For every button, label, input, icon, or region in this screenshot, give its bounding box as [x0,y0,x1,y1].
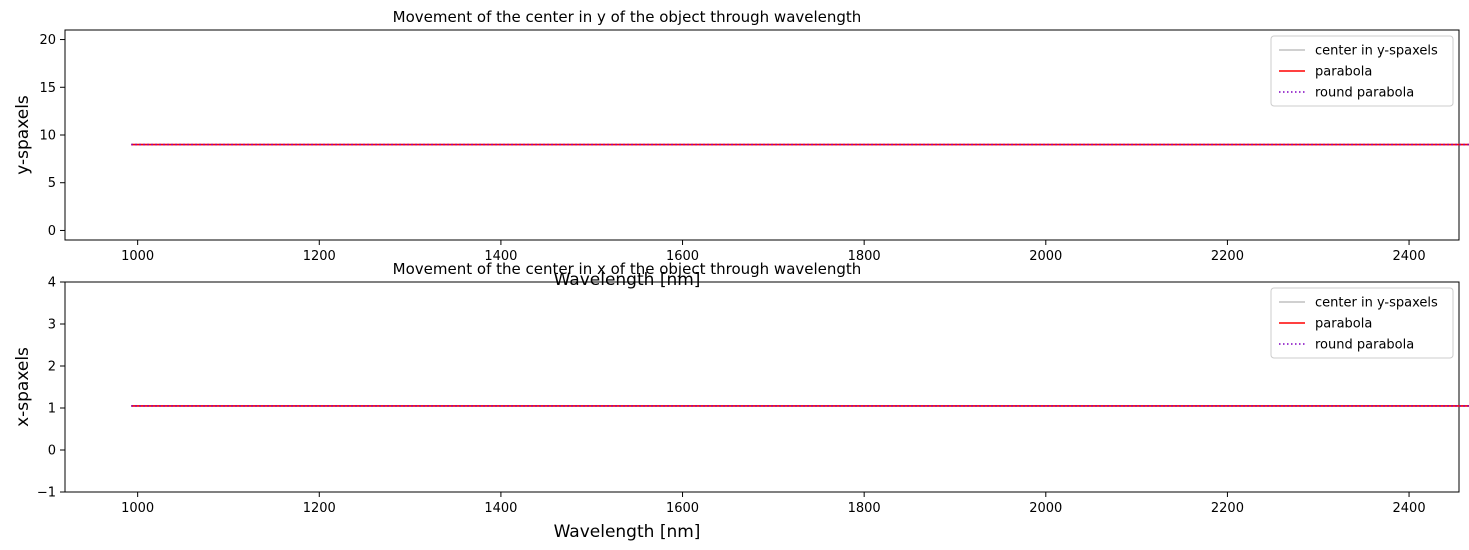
x-tick-label: 2200 [1211,249,1244,264]
x-tick-label: 1600 [666,501,699,516]
plot-frame [64,29,1460,241]
legend-label: round parabola [1315,338,1414,353]
legend-label: parabola [1315,65,1372,80]
legend-label: round parabola [1315,86,1414,101]
x-tick-label: 2400 [1393,501,1426,516]
chart-title: Movement of the center in y of the objec… [393,8,862,26]
x-tick-label: 1600 [666,249,699,264]
y-tick-label: 1 [48,402,56,417]
y-tick-label: 2 [48,360,56,375]
y-tick-label: 4 [48,276,56,291]
x-tick-label: 2200 [1211,501,1244,516]
x-tick-label: 1200 [303,501,336,516]
legend: center in y-spaxels parabola round parabol… [1270,35,1454,107]
x-tick-label: 1400 [484,501,517,516]
x-tick-label: 1000 [121,249,154,264]
y-tick-label: 5 [48,176,56,191]
x-axis-label: Wavelength [nm] [554,522,701,542]
y-tick-label: −1 [37,486,56,501]
x-tick-label: 1400 [484,249,517,264]
x-axis-label: Wavelength [nm] [554,270,701,290]
legend-box [1270,35,1454,107]
x-tick-label: 2000 [1029,249,1062,264]
x-tick-label: 1800 [848,501,881,516]
y-tick-label: 3 [48,318,56,333]
x-tick-label: 1000 [121,501,154,516]
y-tick-label: 15 [39,81,56,96]
y-tick-label: 0 [48,444,56,459]
x-tick-label: 2000 [1029,501,1062,516]
legend-label: center in y-spaxels [1315,44,1438,59]
legend-label: parabola [1315,317,1372,332]
y-tick-label: 20 [39,33,56,48]
y-tick-label: 10 [39,129,56,144]
x-tick-label: 1200 [303,249,336,264]
plot-frame [64,281,1460,493]
y-axis-label: x-spaxels [13,347,33,427]
legend: center in y-spaxels parabola round parabol… [1270,287,1454,359]
legend-label: center in y-spaxels [1315,296,1438,311]
legend-box [1270,287,1454,359]
chart-title: Movement of the center in x of the objec… [393,260,862,278]
chart-panel-1: 1000 1200 1400 1600 1800 2000 2200 2400 0 5 10 15 20… [13,8,1469,290]
y-axis-label: y-spaxels [13,95,33,175]
x-tick-label: 1800 [848,249,881,264]
y-tick-label: 0 [48,224,56,239]
x-tick-label: 2400 [1393,249,1426,264]
chart-panel-2: 1000 1200 1400 1600 1800 2000 2200 2400 −1 0 1 2 3 4 M… [13,260,1469,542]
